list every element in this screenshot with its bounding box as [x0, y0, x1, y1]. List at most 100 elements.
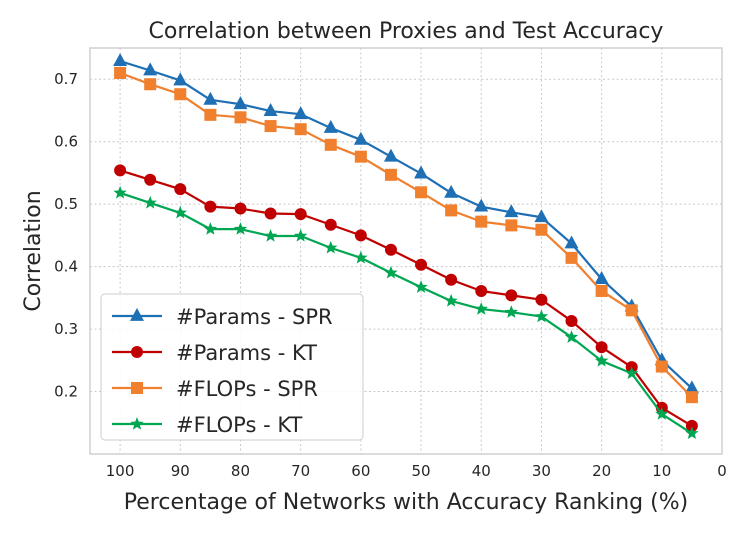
- legend-marker-flops-kt: [130, 417, 144, 430]
- data-point-flops-kt: [143, 195, 157, 209]
- data-point-flops-kt: [594, 353, 609, 367]
- x-tick-label: 80: [231, 462, 250, 480]
- x-axis-ticks: 100 90 80 70 60 50 40 30 20 10 0: [106, 462, 727, 480]
- legend-label-params-spr: #Params - SPR: [176, 305, 333, 329]
- x-tick-label: 60: [351, 462, 370, 480]
- data-point-params-kt: [384, 243, 397, 256]
- data-point-flops-kt: [414, 280, 428, 293]
- y-axis-label: Correlation: [21, 190, 46, 311]
- data-point-flops-spr: [685, 391, 698, 404]
- data-point-flops-spr: [354, 150, 367, 163]
- series-params-kt: [114, 164, 698, 432]
- data-point-params-kt: [595, 341, 608, 354]
- data-point-flops-spr: [415, 186, 428, 199]
- data-point-flops-spr: [204, 108, 217, 121]
- data-point-flops-spr: [535, 223, 548, 236]
- x-tick-label: 70: [291, 462, 310, 480]
- data-point-flops-spr: [294, 123, 307, 136]
- data-point-flops-kt: [354, 250, 368, 264]
- data-point-flops-kt: [384, 265, 398, 279]
- y-axis-ticks: 0.2 0.3 0.4 0.5 0.6 0.7: [54, 70, 78, 400]
- data-point-flops-kt: [294, 229, 308, 242]
- data-point-params-spr: [113, 53, 128, 67]
- x-tick-label: 90: [171, 462, 190, 480]
- data-point-flops-spr: [114, 66, 127, 79]
- data-point-params-spr: [564, 235, 579, 249]
- data-point-flops-kt: [474, 302, 488, 315]
- data-point-params-spr: [323, 119, 338, 133]
- data-point-params-kt: [565, 314, 578, 327]
- data-point-flops-spr: [655, 360, 668, 373]
- data-point-params-spr: [684, 380, 699, 394]
- data-point-flops-kt: [534, 309, 549, 323]
- y-tick-label: 0.4: [54, 258, 78, 276]
- data-point-flops-kt: [233, 222, 248, 235]
- series-layer: [113, 53, 699, 440]
- data-point-flops-kt: [625, 366, 639, 380]
- data-point-flops-kt: [263, 229, 278, 242]
- data-point-params-kt: [475, 284, 488, 297]
- data-point-params-kt: [324, 218, 337, 231]
- data-point-params-spr: [414, 165, 429, 179]
- x-tick-label: 0: [717, 462, 727, 480]
- data-point-flops-kt: [324, 240, 338, 254]
- x-tick-label: 100: [106, 462, 135, 480]
- data-point-params-spr: [594, 271, 609, 285]
- data-point-params-spr: [383, 148, 398, 162]
- x-axis-label: Percentage of Networks with Accuracy Ran…: [124, 490, 688, 515]
- x-tick-label: 20: [592, 462, 611, 480]
- data-point-flops-kt: [203, 222, 218, 235]
- data-point-params-spr: [233, 96, 248, 110]
- data-point-params-kt: [144, 173, 157, 186]
- data-point-flops-kt: [113, 185, 127, 199]
- y-tick-label: 0.2: [54, 383, 78, 401]
- data-point-flops-kt: [444, 293, 458, 307]
- data-point-params-spr: [474, 198, 489, 212]
- data-point-params-kt: [505, 289, 518, 302]
- legend-marker-params-spr: [130, 307, 144, 321]
- legend-marker-flops-spr: [131, 382, 143, 394]
- data-point-params-spr: [203, 91, 218, 105]
- legend-label-params-kt: #Params - KT: [176, 341, 317, 365]
- data-point-params-kt: [174, 183, 187, 196]
- data-point-params-kt: [264, 207, 277, 220]
- y-tick-label: 0.3: [54, 320, 78, 338]
- series-line-params-spr: [119, 60, 693, 390]
- y-tick-label: 0.6: [54, 133, 78, 151]
- data-point-params-spr: [143, 62, 158, 76]
- data-point-params-kt: [685, 419, 698, 432]
- data-point-flops-kt: [564, 330, 579, 343]
- x-tick-label: 50: [412, 462, 431, 480]
- data-point-params-spr: [173, 72, 188, 86]
- data-point-flops-spr: [324, 138, 337, 151]
- data-point-params-spr: [263, 103, 278, 116]
- data-point-flops-spr: [625, 304, 638, 317]
- data-point-flops-spr: [264, 120, 277, 133]
- data-point-flops-spr: [475, 215, 488, 228]
- data-point-params-spr: [293, 106, 308, 120]
- plot-frame: [89, 47, 723, 455]
- legend-box: [100, 293, 364, 441]
- data-point-flops-kt: [504, 305, 518, 318]
- x-tick-label: 10: [652, 462, 671, 480]
- x-tick-label: 30: [532, 462, 551, 480]
- series-line-flops-kt: [119, 191, 693, 435]
- legend: #Params - SPR #Params - KT #FLOPs - SPR #FL…: [100, 293, 364, 441]
- data-point-params-kt: [114, 164, 127, 177]
- data-point-params-kt: [354, 229, 367, 242]
- data-point-flops-spr: [234, 111, 247, 124]
- legend-label-flops-spr: #FLOPs - SPR: [176, 377, 318, 401]
- data-point-flops-spr: [384, 168, 397, 181]
- data-point-params-spr: [504, 204, 519, 218]
- y-tick-label: 0.5: [54, 195, 78, 213]
- data-point-flops-kt: [685, 426, 699, 440]
- data-point-params-kt: [445, 273, 458, 286]
- series-flops-spr: [114, 66, 698, 404]
- legend-marker-params-kt: [131, 346, 143, 358]
- data-point-params-spr: [534, 209, 549, 223]
- data-point-flops-spr: [144, 78, 157, 91]
- series-flops-kt: [113, 185, 699, 440]
- data-point-params-kt: [204, 200, 217, 213]
- data-point-flops-spr: [174, 88, 187, 101]
